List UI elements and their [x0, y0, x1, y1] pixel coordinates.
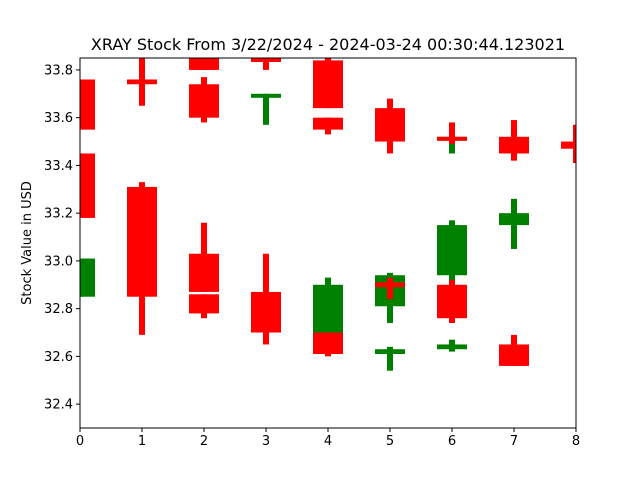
- x-tick-label: 7: [510, 434, 518, 449]
- candle-wick: [263, 58, 269, 70]
- chart-title: XRAY Stock From 3/22/2024 - 2024-03-24 0…: [91, 35, 565, 54]
- candle-body: [251, 291, 281, 333]
- candle: [313, 117, 343, 135]
- candle-body: [437, 344, 467, 350]
- candle: [251, 253, 281, 345]
- candle-wick: [449, 122, 455, 144]
- candle-body: [499, 213, 529, 226]
- candle: [499, 334, 529, 366]
- candle: [375, 277, 405, 300]
- candle-body: [313, 284, 343, 333]
- candle-body: [375, 349, 405, 354]
- candle: [375, 346, 405, 371]
- y-tick-label: 32.4: [44, 398, 73, 413]
- candle-body: [189, 58, 219, 70]
- candle: [189, 222, 219, 292]
- candle-body: [189, 294, 219, 314]
- candle-body: [561, 141, 576, 149]
- candle-body: [437, 225, 467, 276]
- candle: [499, 198, 529, 249]
- candle: [437, 280, 467, 323]
- candle-body: [127, 79, 157, 85]
- candle: [251, 58, 281, 70]
- candle-body: [251, 58, 281, 62]
- candle: [80, 258, 95, 297]
- candle: [251, 93, 281, 125]
- candle-wick: [387, 346, 393, 371]
- x-tick-label: 8: [572, 434, 580, 449]
- x-tick-label: 4: [324, 434, 332, 449]
- candle: [437, 339, 467, 352]
- x-tick-label: 6: [448, 434, 456, 449]
- x-tick-label: 1: [138, 434, 146, 449]
- candle-body: [499, 136, 529, 154]
- candle-body: [80, 79, 95, 130]
- y-tick-label: 33.8: [44, 63, 73, 78]
- candle: [127, 58, 157, 106]
- candle: [313, 58, 343, 109]
- candle-body: [499, 344, 529, 366]
- candle: [127, 182, 157, 335]
- x-tick-label: 5: [386, 434, 394, 449]
- candle: [437, 220, 467, 283]
- candle-wick: [263, 93, 269, 125]
- candle: [313, 277, 343, 352]
- y-tick-label: 33.2: [44, 207, 73, 222]
- y-tick-label: 32.6: [44, 350, 73, 365]
- candles-layer: [80, 58, 576, 371]
- candle-body: [313, 332, 343, 354]
- candle-body: [80, 153, 95, 218]
- y-tick-label: 33.6: [44, 111, 73, 126]
- candle-body: [375, 282, 405, 288]
- candle: [499, 120, 529, 161]
- candle-body: [313, 60, 343, 109]
- candle-body: [189, 253, 219, 292]
- candle: [313, 332, 343, 357]
- candle: [80, 153, 95, 218]
- candle: [437, 122, 467, 144]
- ticks-layer: 0 1 2 3 4 5 6 7 8 32.4 32.6 32.8 33.0 33.2 33.4 33.6 33.…: [44, 63, 580, 449]
- candle: [189, 294, 219, 319]
- candle-body: [313, 117, 343, 130]
- candle: [189, 77, 219, 123]
- candle-body: [375, 108, 405, 142]
- x-tick-label: 3: [262, 434, 270, 449]
- x-tick-label: 2: [200, 434, 208, 449]
- candle-body: [80, 258, 95, 297]
- candle-body: [437, 284, 467, 319]
- x-tick-label: 0: [76, 434, 84, 449]
- candle-body: [189, 84, 219, 118]
- candle-body: [251, 93, 281, 98]
- y-axis-title: Stock Value in USD: [20, 181, 35, 305]
- y-tick-label: 32.8: [44, 302, 73, 317]
- candle-body: [437, 136, 467, 141]
- y-tick-label: 33.4: [44, 159, 73, 174]
- candle: [189, 58, 219, 70]
- candle-wick: [387, 277, 393, 300]
- candle: [375, 98, 405, 154]
- y-tick-label: 33.0: [44, 254, 73, 269]
- candle: [561, 124, 576, 164]
- plot-frame: [79, 57, 577, 429]
- candle: [80, 79, 95, 130]
- candle-body: [127, 186, 157, 297]
